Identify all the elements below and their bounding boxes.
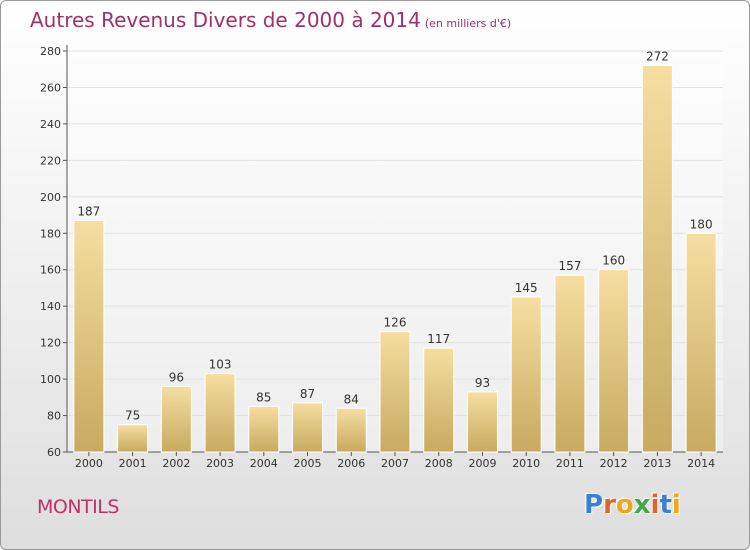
data-label: 180: [690, 217, 713, 231]
data-label: 75: [125, 409, 140, 423]
chart-title-text: Autres Revenus Divers de 2000 à 2014: [30, 8, 421, 32]
logo-letter: r: [603, 490, 616, 520]
y-tick-label: 60: [47, 446, 61, 459]
x-tick-label: 2005: [294, 457, 322, 470]
bar: [292, 402, 324, 453]
y-tick-label: 140: [40, 300, 61, 313]
chart-subtitle: (en milliers d'€): [424, 17, 512, 30]
proxiti-logo: Proxiti: [584, 490, 681, 520]
bar: [117, 424, 149, 453]
bar: [204, 373, 236, 453]
y-tick-label: 240: [40, 118, 61, 131]
x-tick-label: 2013: [643, 457, 671, 470]
data-label: 85: [256, 390, 271, 404]
y-tick-label: 260: [40, 81, 61, 94]
bar: [554, 274, 586, 453]
y-tick-label: 280: [40, 45, 61, 58]
bar: [160, 385, 192, 453]
x-tick-label: 2000: [75, 457, 103, 470]
x-tick-label: 2010: [512, 457, 540, 470]
data-label: 93: [475, 376, 490, 390]
data-label: 87: [300, 387, 315, 401]
x-tick-label: 2008: [425, 457, 453, 470]
x-tick-label: 2007: [381, 457, 409, 470]
y-tick-label: 180: [40, 227, 61, 240]
data-label: 96: [169, 370, 184, 384]
data-label: 187: [77, 205, 100, 219]
bar: [248, 405, 280, 453]
x-tick-label: 2006: [337, 457, 365, 470]
logo-letter: x: [633, 490, 651, 520]
data-label: 157: [558, 259, 581, 273]
x-tick-label: 2012: [600, 457, 628, 470]
x-tick-label: 2011: [556, 457, 584, 470]
data-label: 145: [515, 281, 538, 295]
bar: [466, 391, 498, 453]
bar: [510, 296, 542, 453]
logo-letter: o: [615, 490, 634, 520]
bar: [685, 232, 717, 453]
commune-name: MONTILS: [37, 496, 119, 518]
data-label: 84: [344, 392, 359, 406]
chart-title: Autres Revenus Divers de 2000 à 2014 (en …: [30, 8, 511, 32]
y-tick-label: 160: [40, 264, 61, 277]
bar: [73, 220, 105, 453]
bar: [641, 65, 673, 453]
y-tick-label: 200: [40, 191, 61, 204]
logo-letter: P: [584, 490, 604, 520]
bar: [335, 407, 367, 453]
bar: [423, 347, 455, 453]
logo-letter: i: [650, 490, 660, 520]
y-tick-label: 100: [40, 373, 61, 386]
x-tick-label: 2014: [687, 457, 715, 470]
data-label: 272: [646, 50, 669, 64]
logo-letter: i: [671, 490, 681, 520]
data-label: 117: [427, 332, 450, 346]
logo-letter: t: [659, 490, 672, 520]
y-tick-label: 220: [40, 154, 61, 167]
x-tick-label: 2009: [468, 457, 496, 470]
bar: [598, 269, 630, 453]
x-tick-label: 2001: [119, 457, 147, 470]
x-tick-label: 2003: [206, 457, 234, 470]
y-tick-label: 120: [40, 337, 61, 350]
x-tick-label: 2002: [162, 457, 190, 470]
data-label: 126: [384, 316, 407, 330]
x-tick-label: 2004: [250, 457, 278, 470]
data-label: 103: [209, 358, 232, 372]
data-label: 160: [602, 254, 625, 268]
bar: [379, 331, 411, 453]
y-tick-label: 80: [47, 410, 61, 423]
